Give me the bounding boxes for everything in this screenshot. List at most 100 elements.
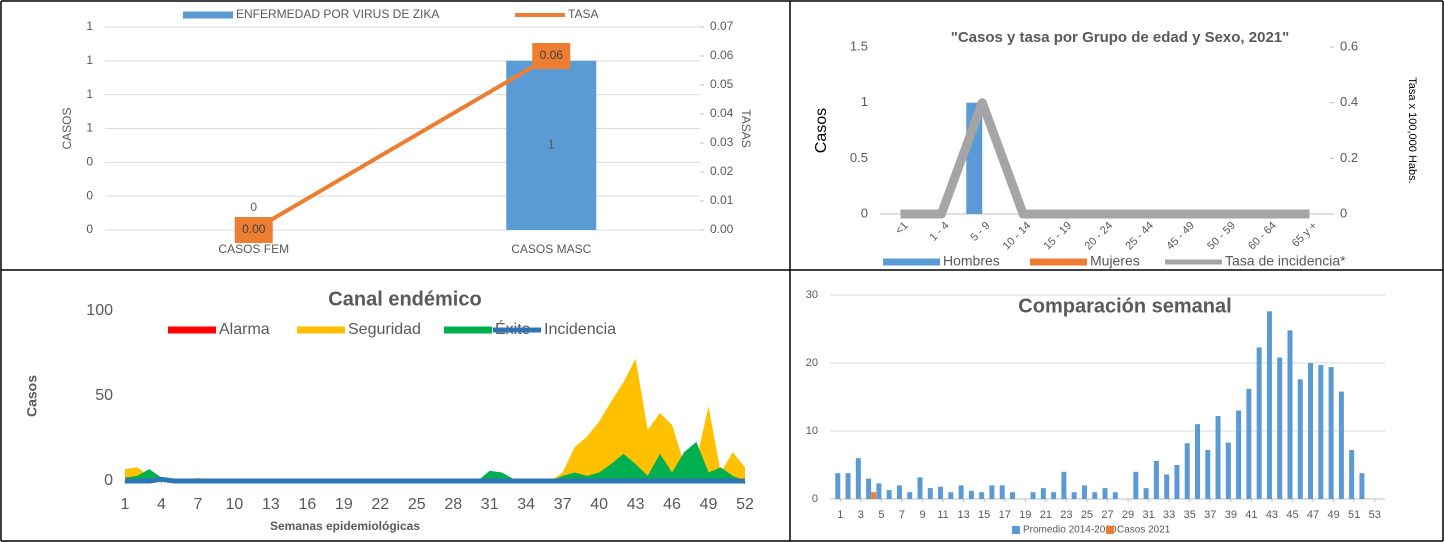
- bar: [907, 492, 913, 499]
- legend-label: Hombres: [943, 253, 1000, 269]
- bar: [1133, 471, 1139, 499]
- x-tick-label: 13: [262, 496, 280, 513]
- bar: [1143, 488, 1149, 499]
- x-tick-label: 52: [736, 496, 754, 513]
- x-tick-label: 22: [371, 496, 389, 513]
- y2-tick-label: 0.01: [710, 193, 734, 207]
- y2-tick-label: 0.05: [710, 77, 734, 91]
- y2-tick-label: 0.00: [710, 222, 734, 236]
- x-tick-label: 13: [957, 509, 969, 521]
- legend-label: TASA: [568, 7, 598, 21]
- x-tick-label: 21: [1040, 509, 1052, 521]
- y-tick-label: 1: [86, 87, 93, 101]
- x-tick-label: 49: [700, 496, 718, 513]
- x-tick-label: 40: [590, 496, 608, 513]
- bar: [948, 492, 954, 499]
- bar: [1081, 485, 1087, 499]
- line: [252, 54, 553, 232]
- legend-swatch: [168, 326, 216, 334]
- legend-label: Incidencia: [544, 321, 616, 338]
- y-tick-label: 1: [86, 53, 93, 67]
- bar: [1225, 442, 1231, 499]
- bar: [1092, 492, 1098, 499]
- x-tick-label: 43: [627, 496, 645, 513]
- y-tick-label: 20: [806, 357, 818, 369]
- x-tick-label: 39: [1225, 509, 1237, 521]
- x-tick-label: 25: [408, 496, 426, 513]
- y-axis-title: Casos: [813, 108, 830, 153]
- legend-swatch: [444, 326, 492, 334]
- bar: [1174, 465, 1180, 499]
- x-tick-label: 25: [1081, 509, 1093, 521]
- x-tick-label: <1: [893, 220, 910, 237]
- bar: [1010, 492, 1015, 499]
- x-tick-label: 16: [298, 496, 316, 513]
- y2-tick-label: 0.07: [710, 19, 734, 33]
- label-box: [532, 43, 571, 69]
- bar: [1297, 379, 1303, 499]
- x-tick-label: 25 - 44: [1123, 220, 1156, 253]
- y-tick-label: 10: [806, 425, 818, 437]
- data-label: 0: [250, 200, 257, 214]
- x-tick-label: 5: [878, 509, 884, 521]
- y-tick-label: 1: [86, 121, 93, 135]
- x-tick-label: 3: [858, 509, 864, 521]
- bar: [1112, 492, 1118, 499]
- x-tick-label: CASOS FEM: [218, 242, 289, 256]
- y-tick-label: 0: [104, 472, 113, 489]
- bar: [886, 490, 892, 499]
- x-tick-label: 19: [335, 496, 353, 513]
- data-label: 1: [548, 138, 555, 152]
- chart-title: Comparación semanal: [1018, 295, 1231, 317]
- x-tick-label: 65 y +: [1290, 220, 1320, 250]
- bar: [1071, 492, 1077, 499]
- bar: [506, 60, 597, 231]
- chart-title: "Casos y tasa por Grupo de edad y Sexo, …: [951, 29, 1290, 46]
- x-tick-label: 31: [481, 496, 499, 513]
- x-tick-label: 9: [919, 509, 925, 521]
- y2-tick-label: 0: [1340, 205, 1347, 220]
- y2-axis-title: Tasa x 100,000 Habs.: [1406, 77, 1418, 183]
- x-tick-label: 1: [121, 496, 130, 513]
- y2-axis-title: TASAS: [739, 109, 753, 147]
- y2-tick-label: 0.03: [710, 135, 734, 149]
- bar: [1308, 363, 1314, 499]
- bar: [1256, 347, 1262, 499]
- bar: [1287, 330, 1293, 499]
- y2-tick-label: 0.2: [1340, 150, 1358, 165]
- x-tick-label: 1 - 4: [927, 220, 951, 244]
- bar: [968, 490, 974, 499]
- legend-swatch: [183, 11, 233, 19]
- legend-label: Mujeres: [1090, 253, 1140, 269]
- y-tick-label: 0: [86, 155, 93, 169]
- x-tick-label: 46: [663, 496, 681, 513]
- x-tick-label: 20 - 24: [1082, 220, 1115, 253]
- x-tick-label: 7: [899, 509, 905, 521]
- bar: [1184, 443, 1190, 499]
- bar: [1349, 450, 1355, 499]
- x-tick-label: 47: [1307, 509, 1319, 521]
- x-tick-label: 45 - 49: [1164, 220, 1197, 253]
- x-tick-label: 10: [226, 496, 244, 513]
- x-tick-label: 17: [999, 509, 1011, 521]
- x-tick-label: 23: [1060, 509, 1072, 521]
- x-tick-label: 11: [937, 509, 948, 521]
- label-box: [234, 217, 273, 243]
- y-tick-label: 100: [86, 302, 113, 319]
- y2-tick-label: 0.6: [1340, 38, 1358, 53]
- area: [125, 358, 745, 481]
- legend-swatch: [1106, 526, 1114, 534]
- y2-tick-label: 0.04: [710, 106, 734, 120]
- bar: [1205, 450, 1211, 499]
- legend-swatch: [1012, 526, 1020, 534]
- legend-swatch: [1030, 258, 1087, 266]
- y-tick-label: 1: [86, 19, 93, 33]
- bar: [1061, 471, 1067, 499]
- x-tick-label: 33: [1163, 509, 1175, 521]
- x-tick-label: 50 - 59: [1205, 220, 1238, 253]
- bar: [927, 488, 933, 499]
- bar: [876, 483, 882, 499]
- x-tick-label: 34: [517, 496, 535, 513]
